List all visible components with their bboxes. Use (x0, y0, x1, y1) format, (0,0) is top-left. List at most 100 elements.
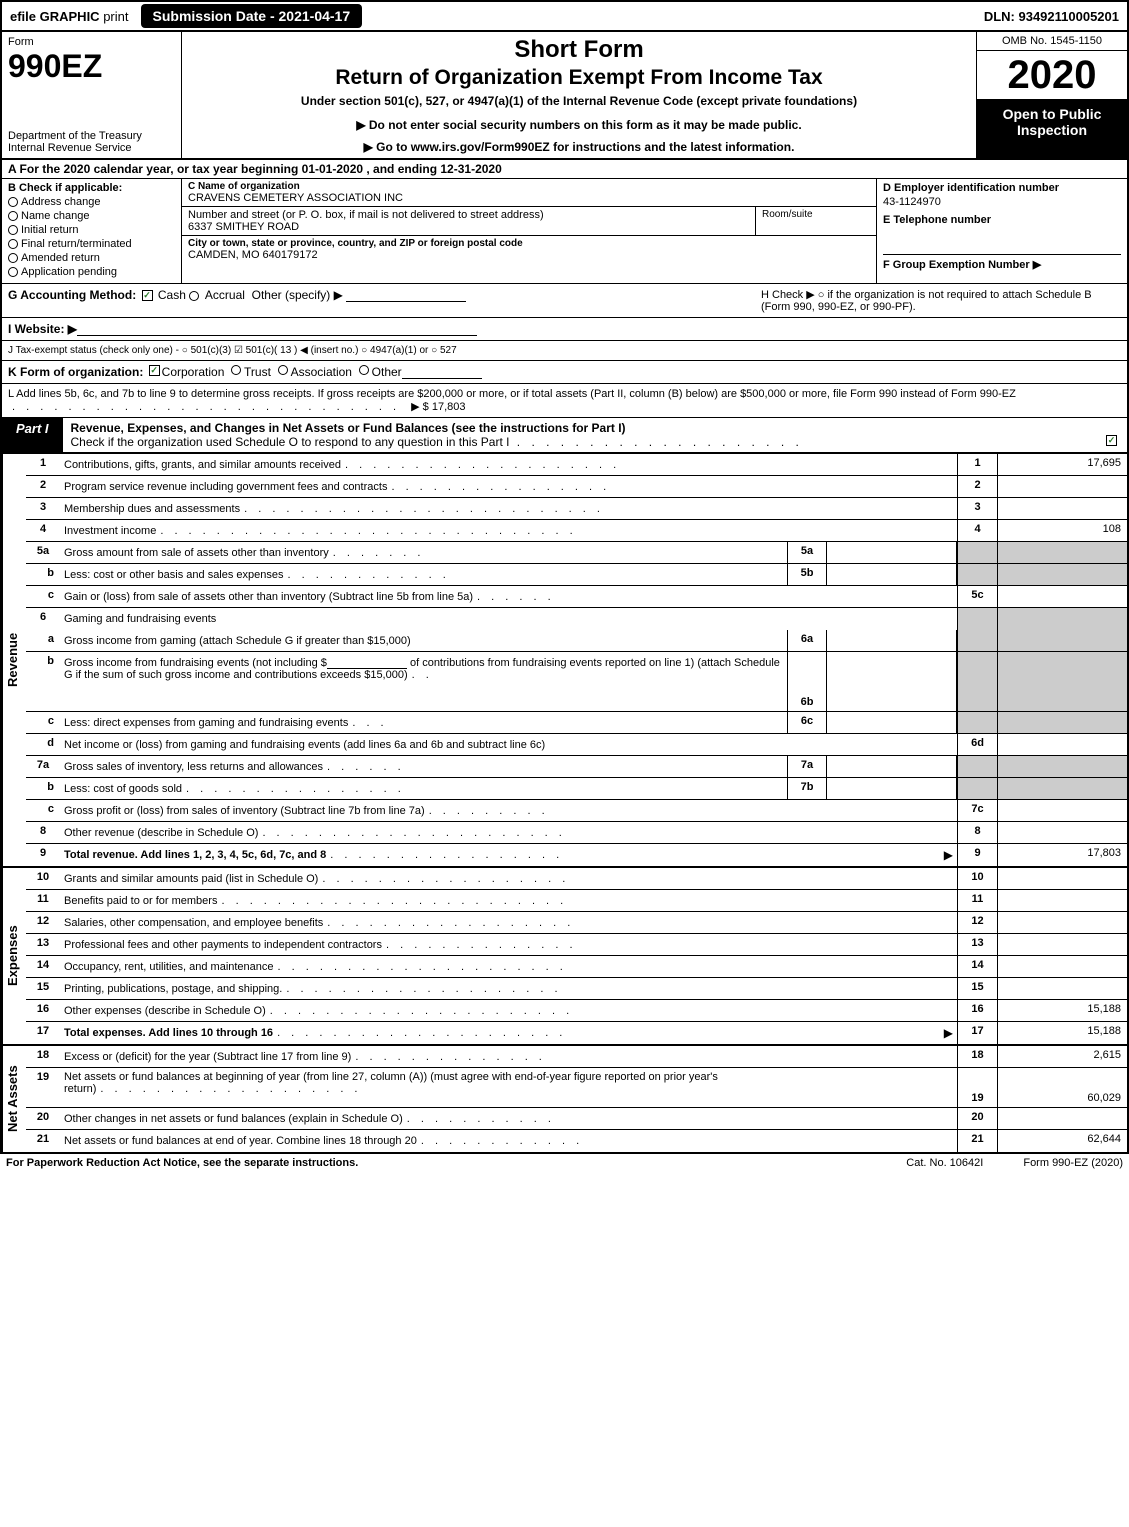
check-name-change[interactable]: Name change (8, 210, 175, 222)
line-3-value (997, 498, 1127, 519)
other-org-field[interactable] (402, 365, 482, 379)
arrow-icon: ▶ (944, 848, 953, 862)
tax-period: A For the 2020 calendar year, or tax yea… (0, 160, 1129, 179)
dots-icon: . . . . . . . . . . . . . . . . . . . . (513, 435, 807, 449)
line-21: 21 Net assets or fund balances at end of… (26, 1130, 1127, 1152)
column-c: C Name of organization CRAVENS CEMETERY … (182, 179, 877, 283)
inspection-label: Open to Public Inspection (977, 100, 1127, 158)
addr-value: 6337 SMITHEY ROAD (188, 221, 749, 233)
check-application-pending[interactable]: Application pending (8, 266, 175, 278)
net-assets-section: Net Assets 18 Excess or (deficit) for th… (0, 1046, 1129, 1154)
line-20-value (997, 1108, 1127, 1129)
dln: DLN: 93492110005201 (976, 6, 1127, 27)
goto-notice: ▶ Go to www.irs.gov/Form990EZ for instru… (188, 140, 970, 154)
line-11: 11 Benefits paid to or for members. . . … (26, 890, 1127, 912)
city-label: City or town, state or province, country… (188, 238, 870, 249)
line-12-value (997, 912, 1127, 933)
other-specify-field[interactable] (346, 288, 466, 302)
part1-sub: Check if the organization used Schedule … (71, 435, 510, 449)
row-tax-exempt-status: J Tax-exempt status (check only one) - ○… (0, 341, 1129, 361)
room-label: Room/suite (762, 209, 813, 220)
check-schedule-o[interactable] (1106, 435, 1117, 446)
line-16: 16 Other expenses (describe in Schedule … (26, 1000, 1127, 1022)
line-18: 18 Excess or (deficit) for the year (Sub… (26, 1046, 1127, 1068)
line-21-value: 62,644 (997, 1130, 1127, 1152)
line-6d: d Net income or (loss) from gaming and f… (26, 734, 1127, 756)
line-4-value: 108 (997, 520, 1127, 541)
line-13: 13 Professional fees and other payments … (26, 934, 1127, 956)
line-7a-value (827, 756, 957, 777)
line-10-value (997, 868, 1127, 889)
check-other-org[interactable] (359, 365, 369, 375)
net-assets-side-label: Net Assets (2, 1046, 26, 1152)
line-6b-value (827, 652, 957, 711)
line-6: 6 Gaming and fundraising events (26, 608, 1127, 630)
line-16-value: 15,188 (997, 1000, 1127, 1021)
fundraising-amount-field[interactable] (327, 655, 407, 669)
line-10: 10 Grants and similar amounts paid (list… (26, 868, 1127, 890)
line-19: 19 Net assets or fund balances at beginn… (26, 1068, 1127, 1108)
arrow-icon: ▶ (944, 1026, 953, 1040)
top-bar: efile GRAPHIC print Submission Date - 20… (0, 0, 1129, 32)
part1-title: Revenue, Expenses, and Changes in Net As… (63, 418, 1127, 452)
line-5c: c Gain or (loss) from sale of assets oth… (26, 586, 1127, 608)
tax-year: 2020 (977, 51, 1127, 100)
paperwork-notice: For Paperwork Reduction Act Notice, see … (6, 1157, 358, 1169)
line-14: 14 Occupancy, rent, utilities, and maint… (26, 956, 1127, 978)
line-1: 1 Contributions, gifts, grants, and simi… (26, 454, 1127, 476)
line-4: 4 Investment income. . . . . . . . . . .… (26, 520, 1127, 542)
catalog-number: Cat. No. 10642I (906, 1157, 983, 1169)
row-g-h: G Accounting Method: Cash Accrual Other … (0, 284, 1129, 318)
expenses-section: Expenses 10 Grants and similar amounts p… (0, 868, 1129, 1046)
check-final-return[interactable]: Final return/terminated (8, 238, 175, 250)
revenue-side-label: Revenue (2, 454, 26, 866)
line-5b-value (827, 564, 957, 585)
net-assets-lines: 18 Excess or (deficit) for the year (Sub… (26, 1046, 1127, 1152)
check-initial-return[interactable]: Initial return (8, 224, 175, 236)
line-15: 15 Printing, publications, postage, and … (26, 978, 1127, 1000)
line-6a-value (827, 630, 957, 651)
ein-label: D Employer identification number (883, 182, 1121, 194)
form-label: Form (8, 36, 175, 48)
line-9: 9 Total revenue. Add lines 1, 2, 3, 4, 5… (26, 844, 1127, 866)
website-field[interactable] (77, 322, 477, 336)
city-value: CAMDEN, MO 640179172 (188, 249, 870, 261)
column-b: B Check if applicable: Address change Na… (2, 179, 182, 283)
address-row: Number and street (or P. O. box, if mail… (182, 207, 876, 236)
check-amended-return[interactable]: Amended return (8, 252, 175, 264)
check-association[interactable] (278, 365, 288, 375)
line-5b: b Less: cost or other basis and sales ex… (26, 564, 1127, 586)
group-exemption: F Group Exemption Number ▶ (883, 254, 1121, 271)
check-cash[interactable] (142, 290, 153, 301)
column-d: D Employer identification number 43-1124… (877, 179, 1127, 283)
check-corporation[interactable] (149, 365, 160, 376)
revenue-lines: 1 Contributions, gifts, grants, and simi… (26, 454, 1127, 866)
city-row: City or town, state or province, country… (182, 236, 876, 263)
j-text: J Tax-exempt status (check only one) - ○… (8, 345, 457, 356)
line-3: 3 Membership dues and assessments. . . .… (26, 498, 1127, 520)
efile-label: efile GRAPHIC print (2, 6, 137, 27)
print-link[interactable]: print (103, 9, 128, 24)
part1-label: Part I (2, 418, 63, 452)
addr-label: Number and street (or P. O. box, if mail… (188, 209, 749, 221)
l-amount: ▶ $ 17,803 (411, 401, 465, 413)
street-address: Number and street (or P. O. box, if mail… (182, 207, 756, 235)
accounting-method: G Accounting Method: Cash Accrual Other … (8, 288, 761, 313)
org-name-label: C Name of organization (188, 181, 870, 192)
check-trust[interactable] (231, 365, 241, 375)
check-address-change[interactable]: Address change (8, 196, 175, 208)
line-12: 12 Salaries, other compensation, and emp… (26, 912, 1127, 934)
col-b-header: B Check if applicable: (8, 182, 175, 194)
line-5a-value (827, 542, 957, 563)
line-17-value: 15,188 (997, 1022, 1127, 1044)
part1-title-text: Revenue, Expenses, and Changes in Net As… (71, 421, 626, 435)
header-right: OMB No. 1545-1150 2020 Open to Public In… (977, 32, 1127, 158)
irs-link[interactable]: www.irs.gov/Form990EZ (411, 140, 550, 154)
check-accrual[interactable] (189, 291, 199, 301)
submission-date: Submission Date - 2021-04-17 (141, 4, 363, 28)
schedule-b-check: H Check ▶ ○ if the organization is not r… (761, 288, 1121, 313)
expenses-lines: 10 Grants and similar amounts paid (list… (26, 868, 1127, 1044)
form-version: Form 990-EZ (2020) (1023, 1157, 1123, 1169)
line-8: 8 Other revenue (describe in Schedule O)… (26, 822, 1127, 844)
line-7c: c Gross profit or (loss) from sales of i… (26, 800, 1127, 822)
